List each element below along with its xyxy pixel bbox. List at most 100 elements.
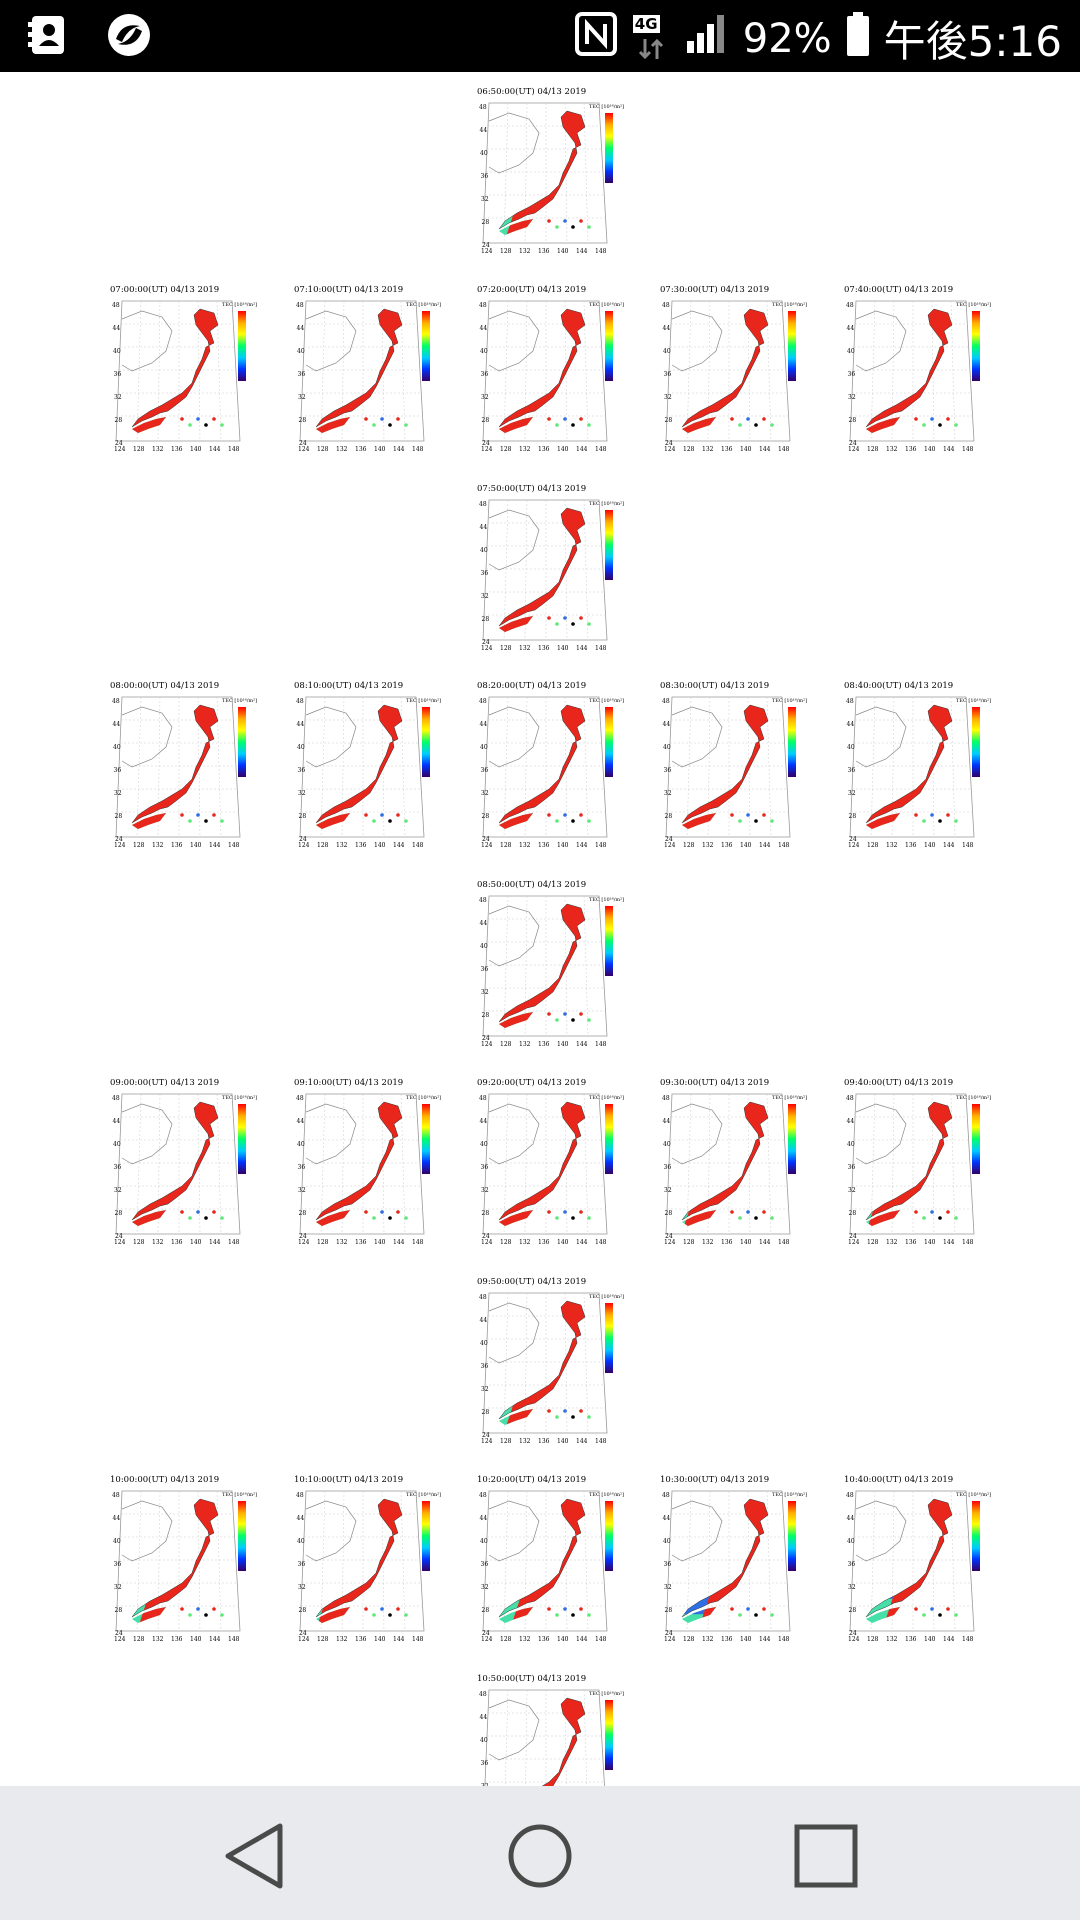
longitude-tick-label: 128 bbox=[317, 1636, 329, 1643]
longitude-tick-label: 148 bbox=[412, 1239, 424, 1246]
latitude-tick-label: 28 bbox=[299, 813, 307, 820]
map-timestamp-title: 08:20:00(UT) 04/13 2019 bbox=[477, 681, 587, 691]
longitude-tick-label: 144 bbox=[576, 1438, 588, 1445]
latitude-tick-label: 24 bbox=[115, 1630, 123, 1637]
latitude-tick-label: 48 bbox=[662, 1095, 670, 1102]
latitude-tick-label: 28 bbox=[849, 417, 857, 424]
longitude-tick-label: 148 bbox=[595, 1438, 607, 1445]
colorbar-title: TEC [10¹⁶/m²] bbox=[956, 302, 991, 308]
colorbar-title: TEC [10¹⁶/m²] bbox=[406, 1095, 441, 1101]
tec-map-image[interactable]: 06:50:00(UT) 04/13 2019 TEC [10¹⁶/m²] 48 44… bbox=[465, 87, 635, 265]
latitude-tick-label: 32 bbox=[298, 1187, 306, 1194]
colorbar-title: TEC [10¹⁶/m²] bbox=[589, 1492, 624, 1498]
tec-map-image[interactable]: 08:50:00(UT) 04/13 2019 TEC [10¹⁶/m²] 48 44… bbox=[465, 880, 635, 1058]
colorbar-title: TEC [10¹⁶/m²] bbox=[772, 698, 807, 704]
longitude-tick-label: 148 bbox=[595, 1041, 607, 1048]
home-button[interactable] bbox=[500, 1816, 580, 1896]
latitude-tick-label: 28 bbox=[115, 1210, 123, 1217]
longitude-tick-label: 136 bbox=[905, 1239, 917, 1246]
tec-map-image[interactable]: 07:40:00(UT) 04/13 2019 TEC [10¹⁶/m²] 48 44… bbox=[832, 285, 1002, 463]
tec-map-image[interactable]: 10:10:00(UT) 04/13 2019 TEC [10¹⁶/m²] 48 44… bbox=[282, 1475, 452, 1653]
image-grid-content[interactable]: 06:50:00(UT) 04/13 2019 TEC [10¹⁶/m²] 48 44… bbox=[0, 72, 1080, 1786]
latitude-tick-label: 28 bbox=[849, 813, 857, 820]
longitude-tick-label: 140 bbox=[374, 1636, 386, 1643]
latitude-tick-label: 44 bbox=[113, 1515, 121, 1522]
back-button[interactable] bbox=[214, 1816, 294, 1896]
latitude-tick-label: 28 bbox=[299, 1210, 307, 1217]
latitude-tick-label: 40 bbox=[847, 348, 855, 355]
longitude-tick-label: 148 bbox=[228, 842, 240, 849]
longitude-tick-label: 140 bbox=[557, 248, 569, 255]
latitude-tick-label: 36 bbox=[114, 371, 122, 378]
battery-percentage: 92% bbox=[742, 15, 832, 62]
latitude-tick-label: 44 bbox=[480, 1714, 488, 1721]
tec-map-image[interactable]: 10:20:00(UT) 04/13 2019 TEC [10¹⁶/m²] 48 44… bbox=[465, 1475, 635, 1653]
map-timestamp-title: 08:40:00(UT) 04/13 2019 bbox=[844, 681, 954, 691]
latitude-tick-label: 40 bbox=[297, 348, 305, 355]
japan-tec-map: TEC [10¹⁶/m²]484440363228241241281321361… bbox=[479, 1689, 624, 1786]
tec-map-image[interactable]: 07:30:00(UT) 04/13 2019 TEC [10¹⁶/m²] 48 44… bbox=[648, 285, 818, 463]
longitude-tick-label: 148 bbox=[595, 1239, 607, 1246]
colorbar-title: TEC [10¹⁶/m²] bbox=[589, 302, 624, 308]
longitude-tick-label: 128 bbox=[683, 446, 695, 453]
longitude-tick-label: 144 bbox=[576, 248, 588, 255]
latitude-tick-label: 28 bbox=[665, 1607, 673, 1614]
latitude-tick-label: 44 bbox=[297, 721, 305, 728]
recents-icon bbox=[794, 1824, 858, 1888]
longitude-tick-label: 148 bbox=[228, 1636, 240, 1643]
tec-map-image[interactable]: 07:20:00(UT) 04/13 2019 TEC [10¹⁶/m²] 48 44… bbox=[465, 285, 635, 463]
recents-button[interactable] bbox=[786, 1816, 866, 1896]
tec-map-image[interactable]: 07:50:00(UT) 04/13 2019 TEC [10¹⁶/m²] 48 44… bbox=[465, 484, 635, 662]
tec-map-image[interactable]: 09:40:00(UT) 04/13 2019 TEC [10¹⁶/m²] 48 44… bbox=[832, 1078, 1002, 1256]
tec-map-image[interactable]: 08:30:00(UT) 04/13 2019 TEC [10¹⁶/m²] 48 44… bbox=[648, 681, 818, 859]
latitude-tick-label: 36 bbox=[848, 1164, 856, 1171]
longitude-tick-label: 132 bbox=[886, 446, 898, 453]
tec-map-image[interactable]: 08:00:00(UT) 04/13 2019 TEC [10¹⁶/m²] 48 44… bbox=[98, 681, 268, 859]
latitude-tick-label: 40 bbox=[847, 1538, 855, 1545]
longitude-tick-label: 144 bbox=[759, 842, 771, 849]
tec-map-image[interactable]: 09:50:00(UT) 04/13 2019 TEC [10¹⁶/m²] 48 44… bbox=[465, 1277, 635, 1455]
latitude-tick-label: 32 bbox=[664, 394, 672, 401]
latitude-tick-label: 32 bbox=[664, 1584, 672, 1591]
tec-map-image[interactable]: 10:00:00(UT) 04/13 2019 TEC [10¹⁶/m²] 48 44… bbox=[98, 1475, 268, 1653]
longitude-tick-label: 124 bbox=[114, 1239, 126, 1246]
tec-map-image[interactable]: 10:40:00(UT) 04/13 2019 TEC [10¹⁶/m²] 48 44… bbox=[832, 1475, 1002, 1653]
colorbar-title: TEC [10¹⁶/m²] bbox=[772, 1492, 807, 1498]
map-timestamp-title: 10:00:00(UT) 04/13 2019 bbox=[110, 1475, 220, 1485]
longitude-tick-label: 148 bbox=[412, 1636, 424, 1643]
tec-map-image[interactable]: 08:10:00(UT) 04/13 2019 TEC [10¹⁶/m²] 48 44… bbox=[282, 681, 452, 859]
longitude-tick-label: 128 bbox=[133, 1239, 145, 1246]
latitude-tick-label: 40 bbox=[297, 1538, 305, 1545]
tec-map-image[interactable]: 07:10:00(UT) 04/13 2019 TEC [10¹⁶/m²] 48 44… bbox=[282, 285, 452, 463]
latitude-tick-label: 44 bbox=[480, 524, 488, 531]
tec-map-image[interactable]: 08:20:00(UT) 04/13 2019 TEC [10¹⁶/m²] 48 44… bbox=[465, 681, 635, 859]
longitude-tick-label: 132 bbox=[336, 1239, 348, 1246]
longitude-tick-label: 140 bbox=[557, 842, 569, 849]
map-timestamp-title: 09:40:00(UT) 04/13 2019 bbox=[844, 1078, 954, 1088]
latitude-tick-label: 28 bbox=[115, 417, 123, 424]
latitude-tick-label: 40 bbox=[297, 744, 305, 751]
longitude-tick-label: 136 bbox=[538, 446, 550, 453]
latitude-tick-label: 24 bbox=[115, 836, 123, 843]
latitude-tick-label: 44 bbox=[297, 1515, 305, 1522]
latitude-tick-label: 48 bbox=[479, 897, 487, 904]
longitude-tick-label: 136 bbox=[355, 1239, 367, 1246]
tec-map-image[interactable]: 08:40:00(UT) 04/13 2019 TEC [10¹⁶/m²] 48 44… bbox=[832, 681, 1002, 859]
longitude-tick-label: 136 bbox=[355, 446, 367, 453]
home-icon bbox=[508, 1824, 572, 1888]
tec-map-image[interactable]: 09:00:00(UT) 04/13 2019 TEC [10¹⁶/m²] 48 44… bbox=[98, 1078, 268, 1256]
latitude-tick-label: 32 bbox=[848, 1584, 856, 1591]
tec-map-image[interactable]: 07:00:00(UT) 04/13 2019 TEC [10¹⁶/m²] 48 44… bbox=[98, 285, 268, 463]
tec-map-image[interactable]: 09:20:00(UT) 04/13 2019 TEC [10¹⁶/m²] 48 44… bbox=[465, 1078, 635, 1256]
latitude-tick-label: 40 bbox=[847, 1141, 855, 1148]
longitude-tick-label: 132 bbox=[886, 842, 898, 849]
map-timestamp-title: 07:10:00(UT) 04/13 2019 bbox=[294, 285, 404, 295]
latitude-tick-label: 36 bbox=[664, 767, 672, 774]
latitude-tick-label: 40 bbox=[480, 348, 488, 355]
tec-map-image[interactable]: 10:30:00(UT) 04/13 2019 TEC [10¹⁶/m²] 48 44… bbox=[648, 1475, 818, 1653]
tec-map-image[interactable]: 09:30:00(UT) 04/13 2019 TEC [10¹⁶/m²] 48 44… bbox=[648, 1078, 818, 1256]
tec-map-image[interactable]: 09:10:00(UT) 04/13 2019 TEC [10¹⁶/m²] 48 44… bbox=[282, 1078, 452, 1256]
longitude-tick-label: 144 bbox=[576, 1041, 588, 1048]
tec-map-image[interactable]: 10:50:00(UT) 04/13 2019 TEC [10¹⁶/m²] 48 44… bbox=[465, 1674, 635, 1786]
